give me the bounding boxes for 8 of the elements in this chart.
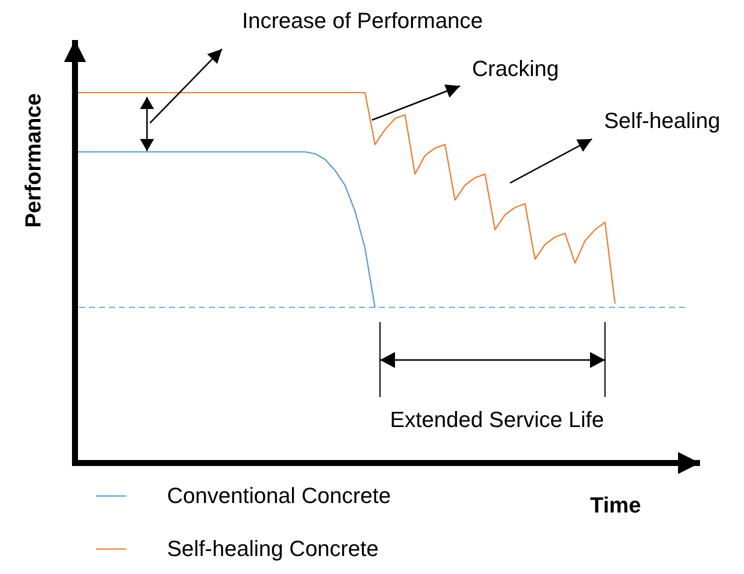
annotation: Extended Service Life	[390, 406, 604, 432]
legend-label: Self-healing Concrete	[167, 536, 379, 561]
y-axis-title: Performance	[20, 93, 46, 228]
x-axis-title: Time	[590, 492, 641, 518]
text: Increase of Performance	[242, 8, 483, 33]
annotation: Self-healing	[604, 108, 720, 133]
text: Cracking	[472, 56, 559, 81]
legend-label: Conventional Concrete	[167, 483, 391, 508]
